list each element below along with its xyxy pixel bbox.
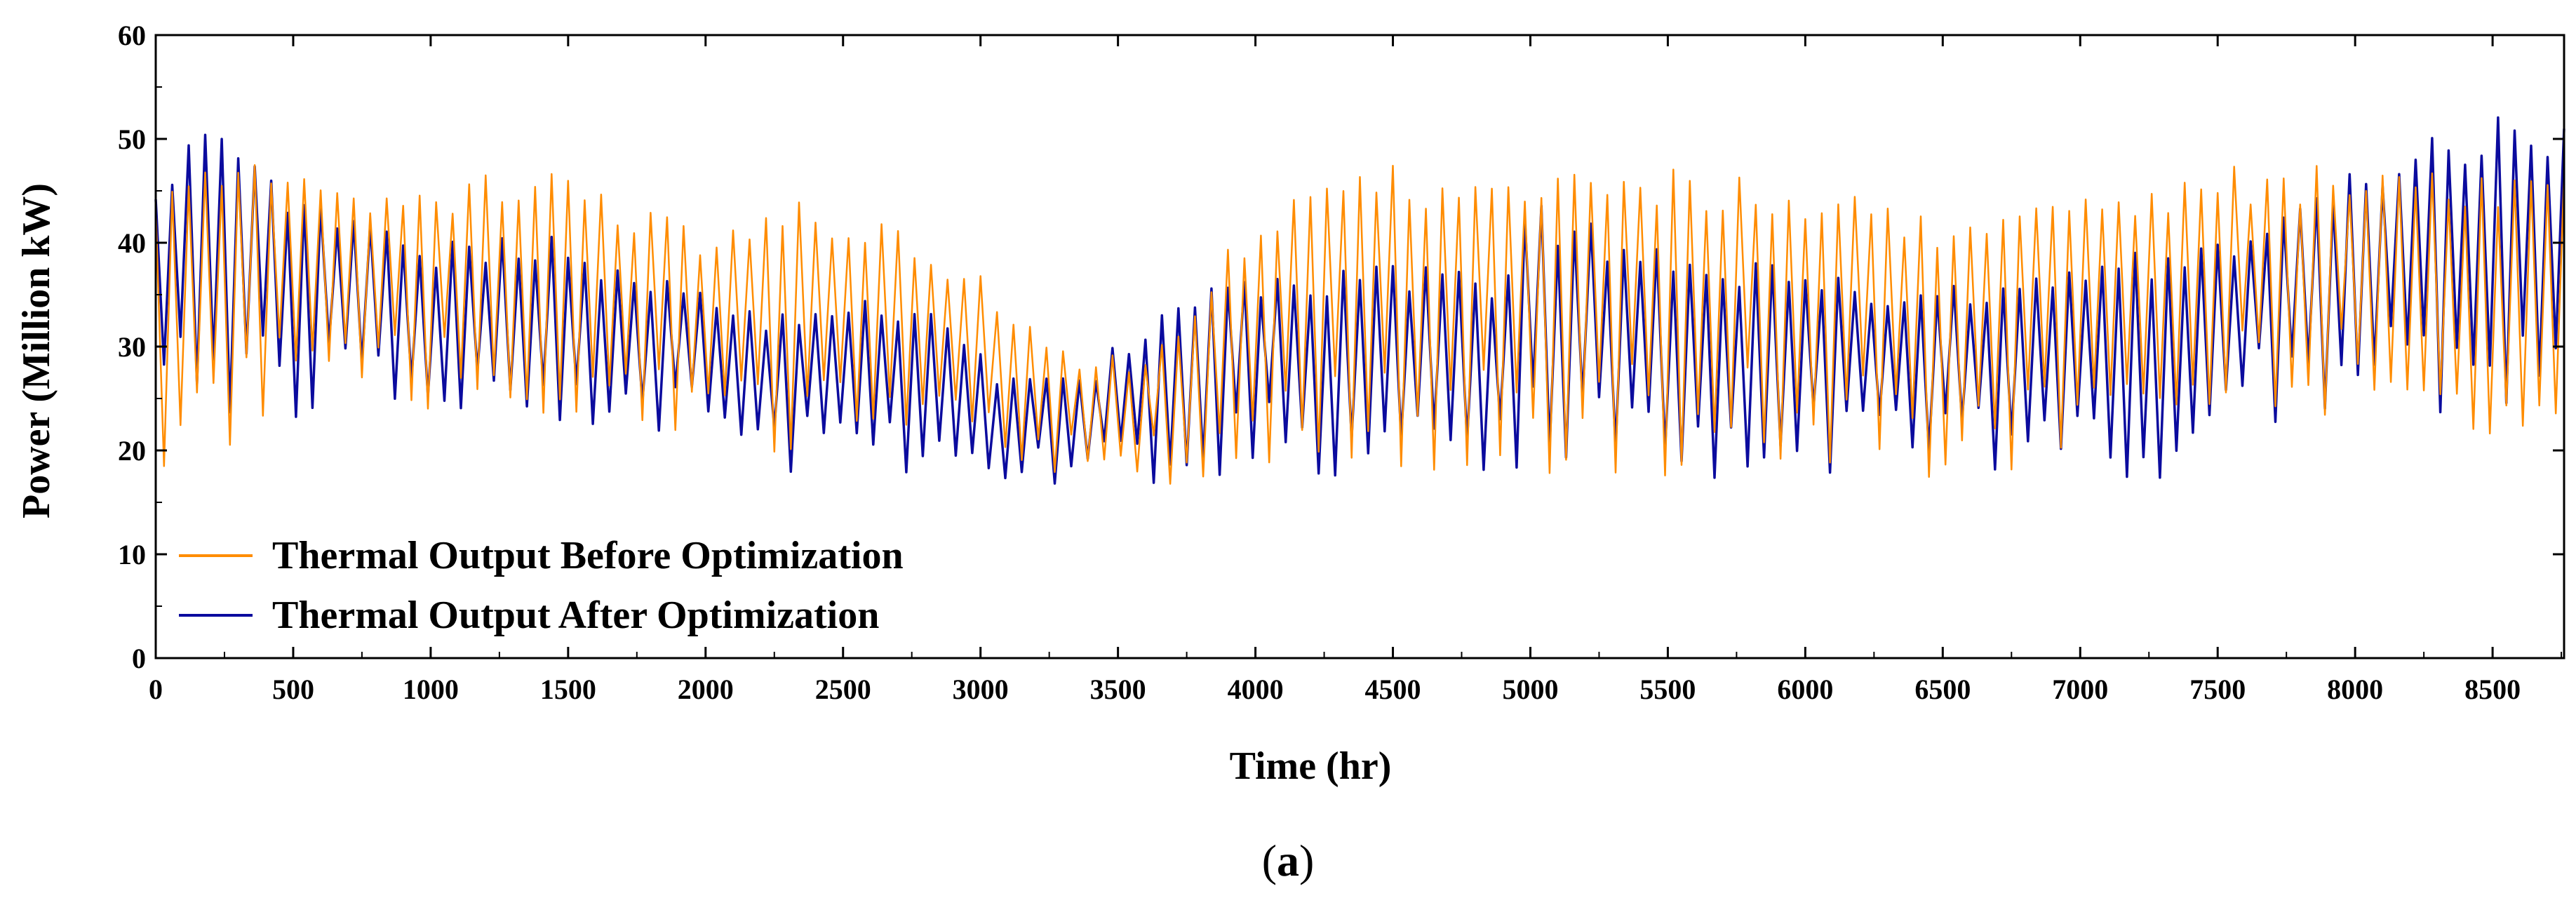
x-tick-label: 5500	[1639, 674, 1696, 705]
series-line-before	[154, 164, 2565, 485]
legend-label-before: Thermal Output Before Optimization	[272, 534, 904, 577]
x-tick-label: 6500	[1914, 674, 1971, 705]
x-axis-title: Time (hr)	[1230, 744, 1392, 788]
series-after-layer	[154, 116, 2565, 485]
y-tick-label: 40	[118, 227, 146, 259]
x-tick-label: 8500	[2464, 674, 2521, 705]
x-tick-label: 0	[149, 674, 163, 705]
caption-letter: a	[1277, 836, 1299, 885]
caption-open: (	[1261, 836, 1277, 885]
y-tick-label: 20	[118, 435, 146, 467]
series-line-after	[154, 116, 2565, 485]
x-tick-label: 3500	[1090, 674, 1146, 705]
caption-close: )	[1299, 836, 1315, 885]
series-before-layer	[154, 164, 2565, 485]
y-tick-label: 60	[118, 20, 146, 51]
y-axis-title: Power (Million kW)	[15, 183, 58, 518]
x-tick-label: 5000	[1502, 674, 1558, 705]
x-tick-label: 6000	[1777, 674, 1833, 705]
x-tick-label: 7500	[2189, 674, 2246, 705]
x-tick-label: 4000	[1228, 674, 1284, 705]
x-tick-label: 500	[272, 674, 314, 705]
x-tick-label: 1000	[403, 674, 459, 705]
x-tick-label: 1500	[540, 674, 596, 705]
x-tick-label: 8000	[2327, 674, 2383, 705]
y-tick-label: 50	[118, 123, 146, 155]
y-tick-label: 10	[118, 539, 146, 570]
legend-label-after: Thermal Output After Optimization	[272, 594, 879, 637]
x-tick-label: 4500	[1365, 674, 1421, 705]
ticks-layer: 0 500 1000 1500 2000 2500 3000 3500 4000 4500 5000…	[118, 20, 2564, 705]
y-tick-label: 0	[132, 643, 146, 674]
x-tick-label: 2000	[678, 674, 734, 705]
y-tick-label: 30	[118, 331, 146, 363]
figure-caption: (a)	[0, 835, 2576, 887]
x-tick-label: 3000	[953, 674, 1009, 705]
x-tick-label: 2500	[815, 674, 871, 705]
x-tick-label: 7000	[2052, 674, 2108, 705]
legend: Thermal Output Before Optimization Therm…	[179, 534, 904, 637]
